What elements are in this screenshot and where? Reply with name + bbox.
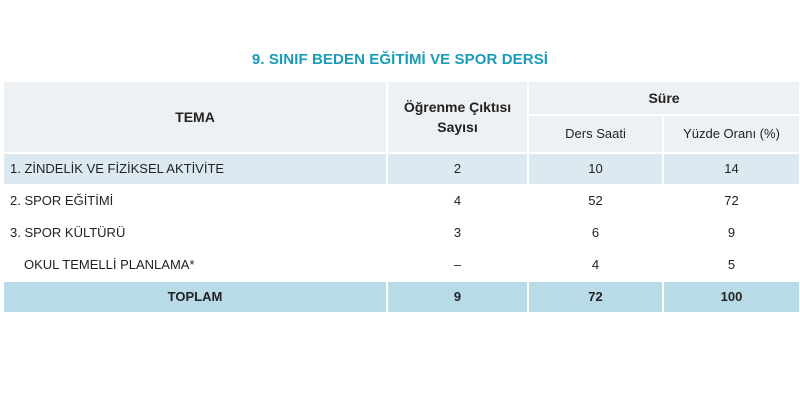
cell-ogrenme: 2 [386, 152, 529, 186]
cell-ogrenme: 3 [386, 216, 529, 250]
cell-tema: 2. SPOR EĞİTİMİ [2, 184, 388, 218]
cell-ders-saati: 4 [527, 248, 664, 282]
cell-ogrenme: 4 [386, 184, 529, 218]
cell-ders-saati: 10 [527, 152, 664, 186]
cell-ogrenme: – [386, 248, 529, 282]
header-ogrenme-line1: Öğrenme Çıktısı [403, 99, 512, 115]
total-yuzde: 100 [662, 280, 800, 314]
header-ders-saati: Ders Saati [527, 114, 664, 154]
total-ogrenme: 9 [386, 280, 529, 314]
cell-ders-saati: 52 [527, 184, 664, 218]
cell-yuzde: 72 [662, 184, 800, 218]
table-title: 9. SINIF BEDEN EĞİTİMİ VE SPOR DERSİ [251, 51, 549, 68]
header-yuzde-orani: Yüzde Oranı (%) [662, 114, 800, 154]
cell-yuzde: 9 [662, 216, 800, 250]
cell-tema: 1. ZİNDELİK VE FİZİKSEL AKTİVİTE [2, 152, 388, 186]
header-sure: Süre [527, 80, 800, 116]
total-row: TOPLAM 9 72 100 [2, 280, 800, 314]
header-ogrenme-ciktisi: Öğrenme Çıktısı Sayısı [386, 80, 529, 154]
header-tema: TEMA [2, 80, 388, 154]
cell-yuzde: 5 [662, 248, 800, 282]
cell-tema: 3. SPOR KÜLTÜRÜ [2, 216, 388, 250]
curriculum-table: TEMA Öğrenme Çıktısı Sayısı Süre Ders Sa… [2, 80, 800, 314]
table-row: 1. ZİNDELİK VE FİZİKSEL AKTİVİTE 2 10 14 [2, 152, 800, 186]
cell-yuzde: 14 [662, 152, 800, 186]
header-ogrenme-line2: Sayısı [437, 119, 478, 135]
total-ders-saati: 72 [527, 280, 664, 314]
table-row: 3. SPOR KÜLTÜRÜ 3 6 9 [2, 216, 800, 250]
table-row: OKUL TEMELLİ PLANLAMA* – 4 5 [2, 248, 800, 282]
cell-ders-saati: 6 [527, 216, 664, 250]
total-label: TOPLAM [2, 280, 388, 314]
table-row: 2. SPOR EĞİTİMİ 4 52 72 [2, 184, 800, 218]
cell-tema: OKUL TEMELLİ PLANLAMA* [2, 248, 388, 282]
